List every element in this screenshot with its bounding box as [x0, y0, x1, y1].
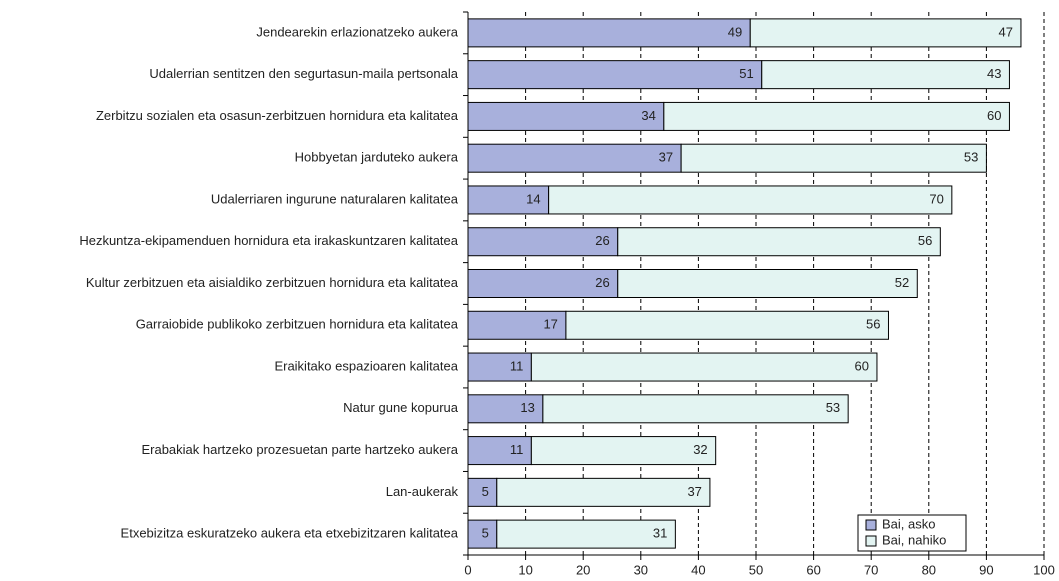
y-tick-label: Natur gune kopurua	[343, 400, 459, 415]
value-label: 52	[895, 275, 909, 290]
y-tick-label: Garraiobide publikoko zerbitzuen hornidu…	[136, 317, 459, 332]
y-tick-label: Hobbyetan jarduteko aukera	[295, 150, 459, 165]
bar-segment	[542, 394, 849, 424]
bar-segment	[680, 143, 987, 173]
bar-segment	[496, 519, 676, 549]
y-tick-label: Zerbitzu sozialen eta osasun-zerbitzuen …	[96, 108, 459, 123]
value-label: 14	[526, 191, 540, 206]
bar-segment	[617, 269, 918, 298]
bar-segment	[467, 519, 498, 549]
bar-segment	[467, 60, 763, 90]
value-label: 47	[998, 24, 1012, 39]
bar-segment	[467, 101, 665, 131]
bar-segment	[467, 436, 532, 466]
x-tick-label: 30	[634, 562, 648, 577]
bar-segment	[467, 143, 682, 173]
value-label: 37	[687, 484, 701, 499]
bar-segment	[548, 185, 953, 215]
value-label: 31	[653, 526, 667, 541]
bar-segment	[467, 477, 498, 507]
value-label: 17	[543, 317, 557, 332]
value-label: 70	[929, 191, 943, 206]
legend-swatch	[865, 535, 877, 547]
y-tick-label: Hezkuntza-ekipamenduen hornidura eta ira…	[79, 233, 458, 248]
value-label: 60	[854, 358, 868, 373]
x-tick-label: 100	[1033, 562, 1055, 577]
x-tick-label: 70	[864, 562, 878, 577]
x-tick-label: 20	[576, 562, 590, 577]
bar-segment	[530, 436, 717, 466]
x-tick-label: 10	[518, 562, 532, 577]
value-label: 26	[595, 275, 609, 290]
value-label: 43	[987, 66, 1001, 81]
legend-label: Bai, asko	[882, 516, 935, 531]
bar-segment	[761, 60, 1010, 90]
bar-segment	[617, 227, 941, 257]
bar-segment	[749, 18, 1022, 48]
bar-segment	[496, 477, 711, 507]
legend-swatch	[865, 519, 877, 531]
value-label: 13	[520, 400, 534, 415]
bar-segment	[663, 101, 1010, 131]
value-label: 60	[987, 108, 1001, 123]
value-label: 11	[510, 442, 524, 457]
value-label: 53	[964, 150, 978, 165]
y-tick-label: Lan-aukerak	[386, 484, 459, 499]
value-label: 5	[482, 526, 489, 541]
y-tick-label: Kultur zerbitzuen eta aisialdiko zerbitz…	[86, 275, 459, 290]
value-label: 53	[826, 400, 840, 415]
y-tick-label: Jendearekin erlazionatzeko aukera	[256, 24, 458, 39]
bar-segment	[530, 352, 878, 382]
bar-segment	[467, 269, 619, 298]
value-label: 32	[693, 442, 707, 457]
bar-segment	[467, 352, 532, 382]
x-tick-label: 80	[922, 562, 936, 577]
value-label: 51	[739, 66, 753, 81]
x-tick-label: 0	[464, 562, 471, 577]
value-label: 26	[595, 233, 609, 248]
value-label: 56	[918, 233, 932, 248]
y-tick-label: Eraikitako espazioaren kalitatea	[274, 358, 458, 373]
bar-segment	[467, 310, 567, 340]
value-label: 37	[659, 150, 673, 165]
value-label: 11	[510, 358, 524, 373]
x-tick-label: 60	[806, 562, 820, 577]
value-label: 56	[866, 317, 880, 332]
bar-segment	[565, 310, 889, 340]
value-label: 34	[641, 108, 655, 123]
x-tick-label: 40	[691, 562, 705, 577]
y-tick-label: Etxebizitza eskuratzeko aukera eta etxeb…	[121, 526, 459, 541]
value-label: 5	[482, 484, 489, 499]
value-label: 49	[728, 24, 742, 39]
x-tick-label: 50	[749, 562, 763, 577]
y-tick-label: Udalerriaren ingurune naturalaren kalita…	[211, 191, 459, 206]
x-tick-label: 90	[979, 562, 993, 577]
legend-label: Bai, nahiko	[882, 532, 946, 547]
y-tick-label: Udalerrian sentitzen den segurtasun-mail…	[149, 66, 458, 81]
y-tick-label: Erabakiak hartzeko prozesuetan parte har…	[141, 442, 458, 457]
bar-segment	[467, 18, 751, 48]
